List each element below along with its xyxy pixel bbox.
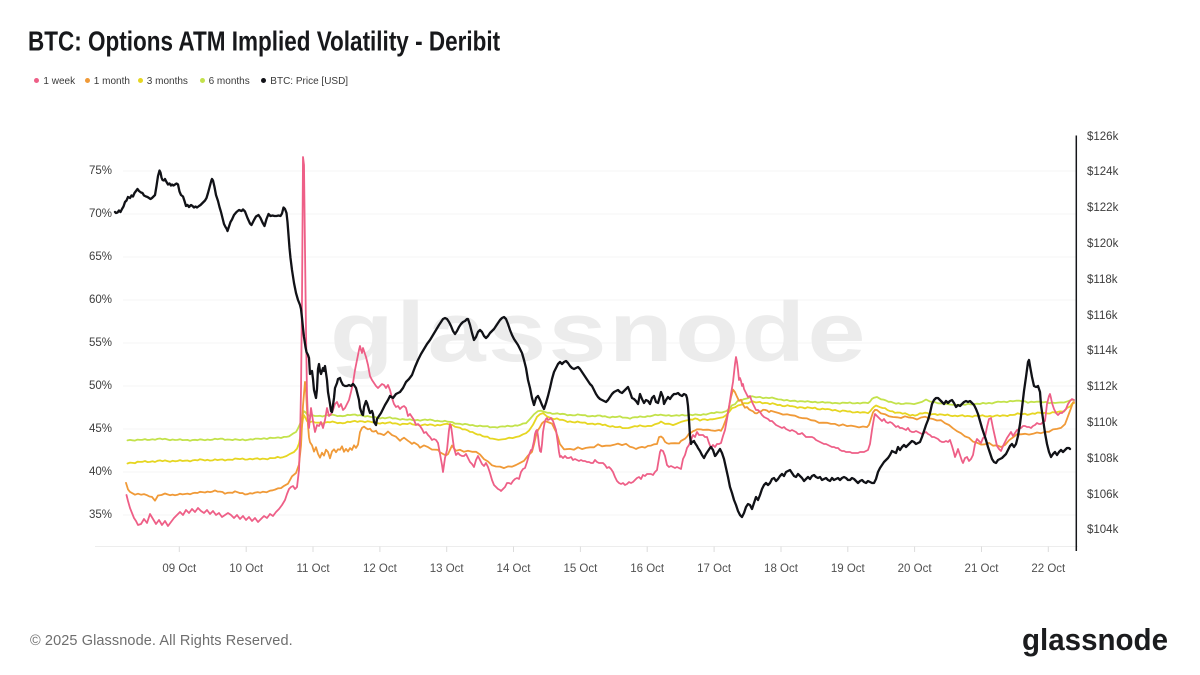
svg-text:glassnode: glassnode <box>330 285 868 379</box>
svg-text:glassnode: glassnode <box>1022 622 1168 657</box>
